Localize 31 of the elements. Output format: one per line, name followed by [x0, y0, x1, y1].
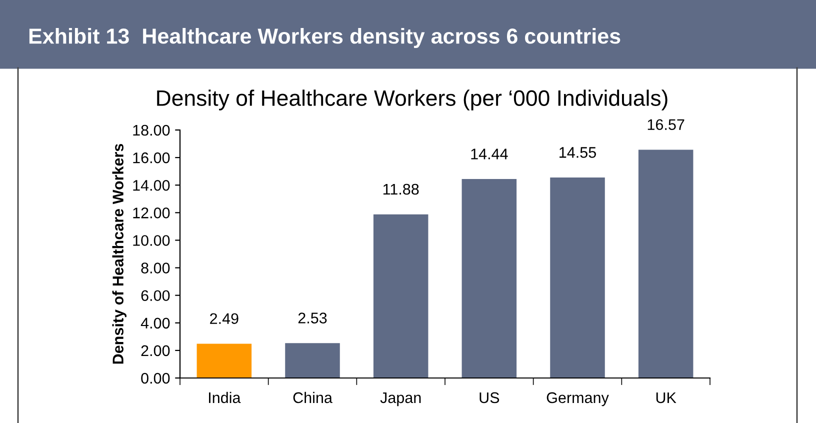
y-tick-label: 8.00: [141, 262, 170, 274]
data-label: 14.44: [471, 148, 508, 160]
x-tick-label: India: [209, 392, 241, 404]
bar: [373, 214, 428, 378]
y-tick-label: 2.00: [141, 345, 170, 356]
y-tick-label: 16.00: [133, 152, 170, 164]
y-tick-label: 12.00: [133, 208, 170, 218]
y-axis-title: Density of Healthcare Workers: [112, 144, 126, 364]
data-label: 11.88: [383, 184, 419, 195]
x-tick-label: UK: [656, 392, 676, 404]
data-label: 14.55: [560, 147, 596, 158]
x-tick-label: Japan: [380, 392, 421, 406]
data-label: 16.57: [648, 119, 684, 130]
y-tick-label: 18.00: [133, 124, 170, 136]
x-tick-label: Germany: [546, 392, 609, 406]
y-tick-label: 6.00: [141, 290, 170, 302]
bar: [285, 343, 340, 378]
x-tick-label: US: [480, 392, 500, 404]
chart-title: Exhibit 13 Healthcare Workers density across 6 countries: [29, 28, 620, 48]
data-label: 2.53: [298, 312, 327, 324]
y-tick-label: 4.00: [140, 318, 170, 329]
data-label: 2.49: [210, 313, 238, 324]
bar: [638, 150, 694, 378]
y-tick-label: 10.00: [133, 235, 170, 246]
bar: [550, 178, 605, 378]
bar: [462, 179, 517, 378]
y-tick-label: 14.00: [133, 180, 170, 191]
y-tick-label: 0.00: [141, 372, 170, 384]
bar: [196, 344, 252, 378]
chart-subtitle: Density of Healthcare Workers (per ‘000 Individuals): [157, 90, 668, 110]
x-tick-label: China: [293, 392, 332, 404]
